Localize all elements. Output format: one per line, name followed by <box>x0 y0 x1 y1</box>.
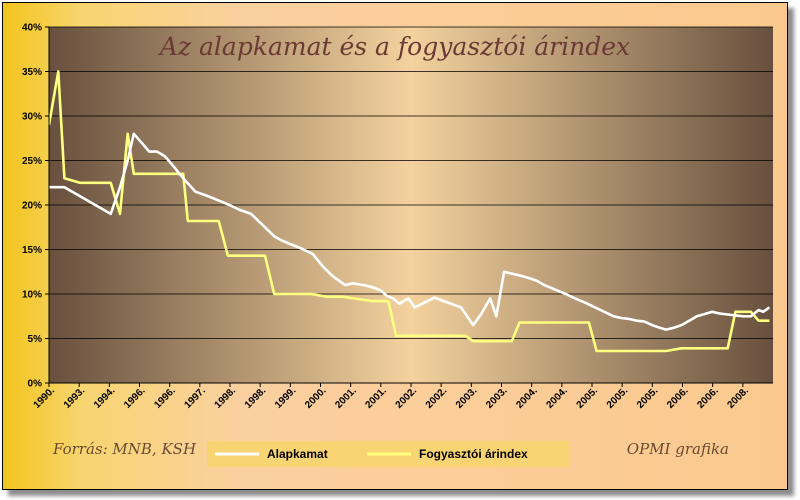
credit-note: OPMI grafika <box>627 440 729 458</box>
series-line-fogyasztoi-arindex <box>47 70 770 353</box>
y-tick-label: 25% <box>22 156 42 167</box>
y-axis: 0% 5% 10% 15% 20% 25% 30% 35% 40% <box>22 23 49 390</box>
legend-label-alapkamat: Alapkamat <box>267 447 328 461</box>
y-tick-label: 35% <box>22 67 42 78</box>
y-tick-label: 5% <box>28 334 43 345</box>
line-chart: 0%5%10%15%20%25%30%35%40% 1990. 1993. 1994… <box>3 3 787 489</box>
y-tick-label: 40% <box>22 23 42 34</box>
chart-frame: 0% 5% 10% 15% 20% 25% 30% 35% 40% 1990. 1993. 1994… <box>2 2 788 490</box>
y-tick-label: 0% <box>28 379 43 390</box>
y-tick-label: 30% <box>22 112 42 123</box>
y-tick-label: 20% <box>22 201 42 212</box>
series-line-alapkamat <box>49 132 771 331</box>
y-tick-label: 15% <box>22 245 42 256</box>
y-tick-label: 10% <box>22 290 42 301</box>
source-note: Forrás: MNB, KSH <box>52 440 197 458</box>
chart-title: Az alapkamat és a fogyasztói árindex <box>158 32 630 61</box>
legend-label-fogyasztoi-arindex: Fogyasztói árindex <box>419 447 528 461</box>
legend: Alapkamat Fogyasztói árindex <box>207 441 569 467</box>
series-lines <box>47 70 771 353</box>
